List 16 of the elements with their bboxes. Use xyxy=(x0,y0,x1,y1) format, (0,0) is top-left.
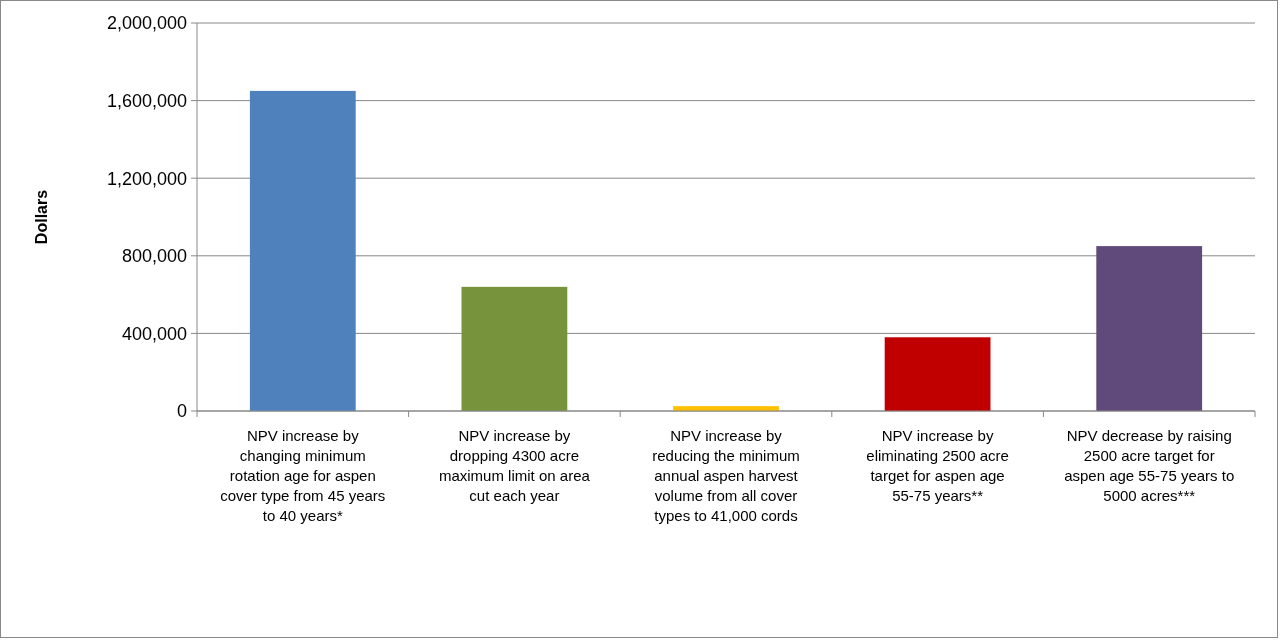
y-tick-label: 1,200,000 xyxy=(106,168,187,189)
bar xyxy=(249,90,356,411)
bar xyxy=(884,337,991,411)
x-tick-label: NPV decrease by raising 2500 acre target for aspen age 55-75 years to 5000 acres*** xyxy=(1064,427,1235,504)
y-tick-label: 400,000 xyxy=(121,323,187,344)
x-tick-label: NPV increase by dropping 4300 acre maximum limit on area cut each year xyxy=(438,427,591,504)
bar xyxy=(1096,246,1203,411)
y-axis-title: Dollars xyxy=(33,189,50,245)
y-tick-label: 800,000 xyxy=(121,246,187,267)
y-tick-label: 2,000,000 xyxy=(106,13,187,34)
x-tick-label: NPV increase by reducing the minimum annual aspen harvest volume from all cover types to 41,000 cords xyxy=(652,427,800,524)
x-tick-label: NPV increase by eliminating 2500 acre target for aspen age 55-75 years** xyxy=(866,427,1009,504)
y-tick-label: 1,600,000 xyxy=(106,90,187,111)
x-tick-label: NPV increase by changing minimum rotation age for aspen cover type from 45 years to 40 years* xyxy=(220,427,386,524)
y-tick-label: 0 xyxy=(176,401,187,422)
bar xyxy=(461,286,568,411)
